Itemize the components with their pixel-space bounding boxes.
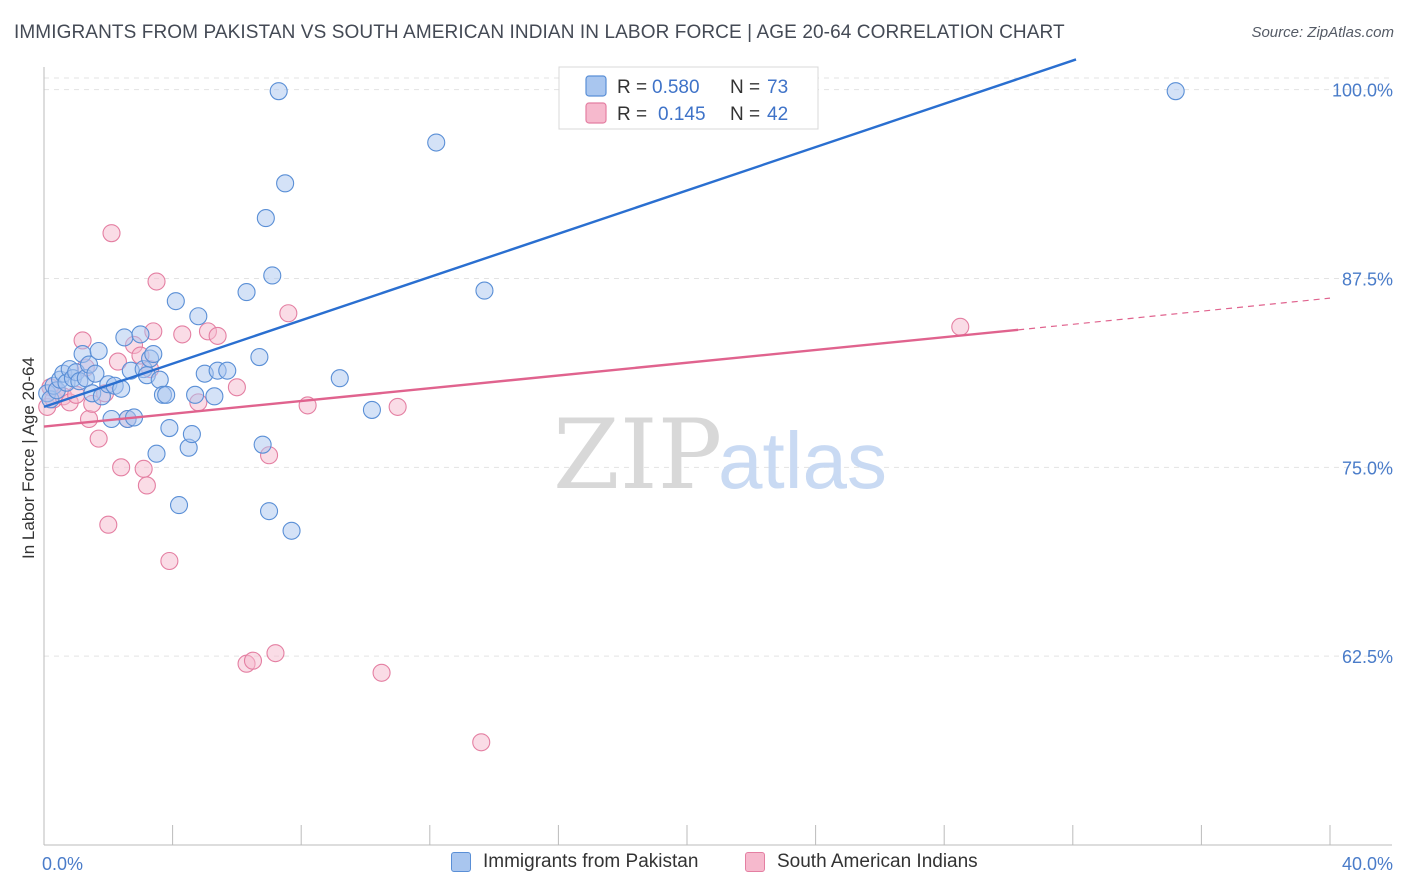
legend-r-label-2: R = xyxy=(617,104,647,125)
pakistan-point-26 xyxy=(131,325,150,344)
south-american-indians-point-39 xyxy=(472,733,491,752)
pakistan-point-51 xyxy=(263,266,282,285)
legend-swatch-blue xyxy=(585,75,607,97)
pakistan-point-45 xyxy=(218,361,237,380)
bottom-legend-item-pakistan: Immigrants from Pakistan xyxy=(451,851,698,873)
south-american-indians-point-34 xyxy=(266,644,285,663)
south-american-indians-point-20 xyxy=(134,459,153,478)
pakistan-point-54 xyxy=(282,521,301,540)
pakistan-point-43 xyxy=(205,387,224,406)
pakistan-point-50 xyxy=(259,502,279,521)
pakistan-point-58 xyxy=(475,281,494,300)
south-american-indians-point-30 xyxy=(227,378,246,397)
pakistan-point-30 xyxy=(144,344,163,364)
source-label: Source: ZipAtlas.com xyxy=(1251,24,1394,41)
axes xyxy=(43,67,1392,846)
south-american-indians-point-41 xyxy=(951,317,970,336)
legend-n-label-1: N = xyxy=(730,77,760,98)
pakistan-point-31 xyxy=(147,444,166,463)
south-american-indians-point-32 xyxy=(243,651,263,670)
south-american-indians-point-21 xyxy=(137,476,156,495)
pakistan-point-48 xyxy=(253,435,272,454)
pakistan-point-22 xyxy=(115,328,134,347)
x-tick-label-0: 0.0% xyxy=(42,854,83,874)
watermark: ZIP atlas xyxy=(553,399,887,511)
pakistan-point-15 xyxy=(86,364,105,383)
pakistan-point-34 xyxy=(157,385,176,404)
south-american-indians-point-9 xyxy=(79,409,99,429)
y-tick-label-2: 87.5% xyxy=(1342,269,1393,289)
south-american-indians-point-37 xyxy=(372,663,391,682)
bottom-legend-item-south-american-indians: South American Indians xyxy=(745,851,978,873)
watermark-zip: ZIP xyxy=(553,399,722,511)
south-american-indians-point-29 xyxy=(208,326,227,345)
chart-title: IMMIGRANTS FROM PAKISTAN VS SOUTH AMERIC… xyxy=(14,22,1065,43)
legend-r-value-1: 0.580 xyxy=(652,77,700,98)
legend-r-label-1: R = xyxy=(617,77,647,98)
pakistan-point-32 xyxy=(150,370,169,389)
bottom-legend-label-south-american-indians: South American Indians xyxy=(777,851,978,872)
pakistan-point-35 xyxy=(160,419,179,438)
pakistan-point-52 xyxy=(269,82,288,101)
pakistan-point-16 xyxy=(89,341,108,361)
trend-line-south-american-indians xyxy=(43,328,1019,428)
south-american-indians-point-11 xyxy=(89,429,108,448)
south-american-indians-point-15 xyxy=(108,352,127,371)
pakistan-point-40 xyxy=(186,385,205,404)
y-axis-label: In Labor Force | Age 20-64 xyxy=(19,357,38,559)
trend-line-pakistan xyxy=(43,58,1077,409)
bottom-legend-swatch-pink xyxy=(745,852,765,872)
legend-swatch-pink xyxy=(585,102,607,124)
bottom-legend-label-pakistan: Immigrants from Pakistan xyxy=(483,851,699,872)
bottom-legend: Immigrants from Pakistan South American … xyxy=(0,851,1406,879)
pakistan-point-46 xyxy=(237,283,256,302)
pakistan-point-47 xyxy=(250,348,269,367)
y-tick-label-0: 62.5% xyxy=(1342,647,1393,667)
pakistan-point-41 xyxy=(189,307,208,326)
tick-labels: 62.5% 75.0% 87.5% 100.0% 0.0% 40.0% xyxy=(42,81,1393,874)
legend-n-label-2: N = xyxy=(730,104,760,125)
legend-n-value-2: 42 xyxy=(767,104,788,125)
pakistan-point-39 xyxy=(182,425,201,444)
series-immigrants-from-pakistan xyxy=(38,82,1185,540)
south-american-indians-point-35 xyxy=(279,304,298,323)
south-american-indians-point-14 xyxy=(102,224,121,243)
pakistan-point-53 xyxy=(276,174,295,193)
trend-lines xyxy=(43,58,1331,428)
trend-line-south-american-indians-extension xyxy=(1018,297,1331,331)
legend-n-value-1: 73 xyxy=(767,77,788,98)
pakistan-point-57 xyxy=(427,133,446,152)
y-tick-label-1: 75.0% xyxy=(1342,458,1393,478)
south-american-indians-point-16 xyxy=(112,458,131,477)
pakistan-point-56 xyxy=(362,400,381,419)
pakistan-point-36 xyxy=(166,292,185,311)
south-american-indians-point-13 xyxy=(99,515,118,534)
legend-box: R = 0.580 N = 73 R = 0.145 N = 42 xyxy=(558,66,819,130)
y-tick-label-3: 100.0% xyxy=(1332,81,1393,101)
x-tick-label-1: 40.0% xyxy=(1342,854,1393,874)
watermark-atlas: atlas xyxy=(718,416,887,505)
south-american-indians-point-38 xyxy=(388,397,407,416)
south-american-indians-point-25 xyxy=(160,551,179,571)
pakistan-point-37 xyxy=(169,496,189,515)
pakistan-point-60 xyxy=(1166,82,1185,101)
legend-r-value-2: 0.145 xyxy=(658,104,706,125)
south-american-indians-point-24 xyxy=(147,272,166,291)
bottom-legend-swatch-blue xyxy=(451,852,471,872)
pakistan-point-55 xyxy=(330,369,349,388)
pakistan-point-49 xyxy=(256,209,275,228)
gridlines xyxy=(44,77,1392,657)
south-american-indians-point-26 xyxy=(173,325,192,344)
